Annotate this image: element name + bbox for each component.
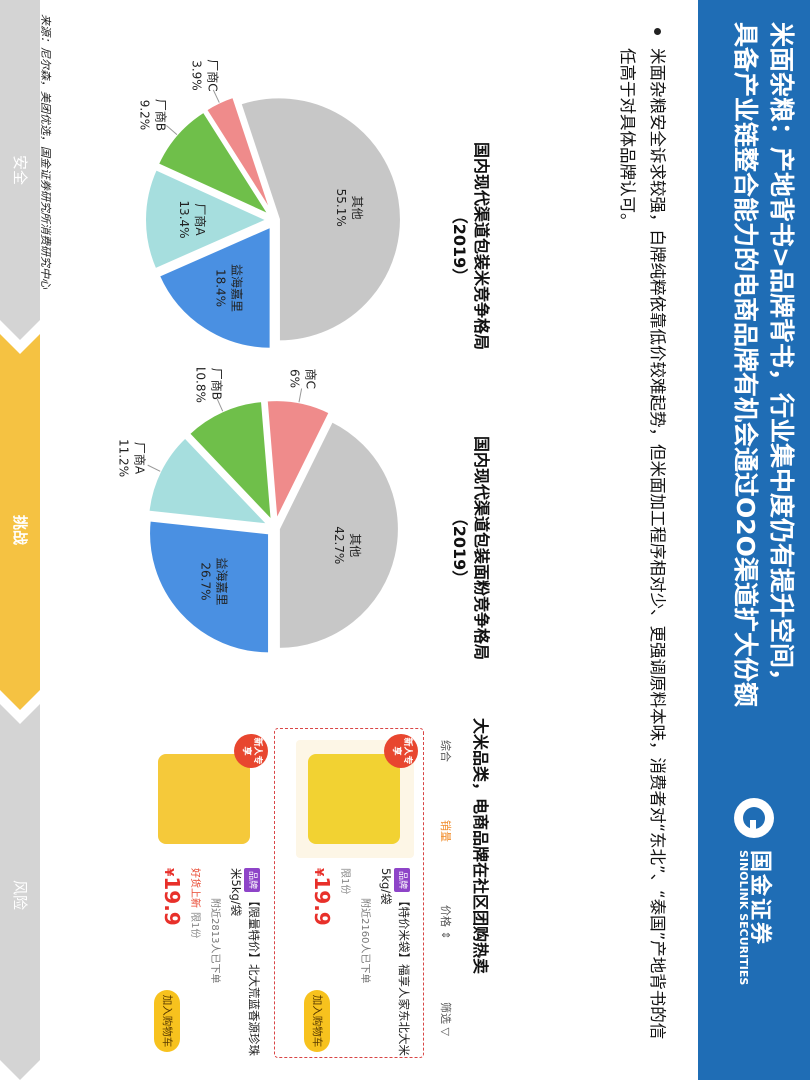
slice-value-4: 55.1% bbox=[334, 189, 348, 227]
product-card[interactable]: 新人专享 品牌【特价米袋】福享人家东北大米5kg/袋 附近2160人已下单 限1… bbox=[286, 734, 418, 1058]
product-name-text: 【特价米袋】福享人家东北大米5kg/袋 bbox=[379, 868, 411, 1057]
orders-count: 附近2813人已下单 bbox=[209, 898, 220, 984]
product-panel-title: 大米品类，电商品牌在社区团购热卖 bbox=[471, 718, 490, 975]
slice-value-1: 13.4% bbox=[177, 200, 191, 238]
slice-label-3: 厂商C bbox=[304, 368, 319, 389]
bullet-point: 米面杂粮安全诉求较强，白牌纯粹依靠低价较难起势，但米面加工程序相对少、更强调原料… bbox=[612, 28, 672, 1048]
slice-value-0: 26.7% bbox=[198, 562, 212, 600]
nav-chevron-challenge bbox=[0, 334, 40, 710]
new-user-badge: 新人专享 bbox=[234, 734, 268, 768]
nav-chevron-risk bbox=[0, 704, 40, 1080]
leader-line-3 bbox=[298, 388, 303, 403]
slide-title-line1: 米面杂粮：产地背书>品牌背书，行业集中度仍有提升空间， bbox=[767, 22, 796, 693]
rice-chart-title-line1: 国内现代渠道包装米竞争格局 bbox=[472, 141, 491, 350]
leader-line-3 bbox=[212, 89, 220, 103]
pie-slice-1 bbox=[147, 436, 271, 526]
product-thumbnail[interactable]: 新人专享 bbox=[146, 734, 268, 858]
product-thumbnail[interactable]: 新人专享 bbox=[296, 734, 418, 858]
price-value: 19.9 bbox=[160, 876, 184, 926]
slice-value-4: 42.7% bbox=[332, 526, 346, 564]
brand-tag: 品牌 bbox=[394, 868, 410, 893]
slice-value-1: 11.2% bbox=[116, 439, 130, 477]
slice-label-1: 厂商A bbox=[132, 442, 147, 475]
slice-value-2: 10.8% bbox=[193, 368, 207, 403]
rice-chart-title: 国内现代渠道包装米竞争格局 （2019） bbox=[448, 76, 492, 416]
brand-tag: 品牌 bbox=[244, 868, 260, 893]
pie-slice-4 bbox=[239, 96, 402, 343]
slice-value-3: 8.6% bbox=[288, 368, 302, 388]
slide-title-line2: 具备产业链整合能力的电商品牌有机会通过O2O渠道扩大份额 bbox=[731, 22, 760, 707]
new-user-badge: 新人专享 bbox=[384, 734, 418, 768]
rice-bag-image bbox=[158, 754, 250, 844]
flour-chart-title-line2: （2019） bbox=[450, 509, 469, 587]
leader-line-2 bbox=[166, 125, 178, 136]
product-name[interactable]: 品牌【特价米袋】福享人家东北大米5kg/袋 bbox=[378, 868, 412, 1058]
leader-line-1 bbox=[147, 464, 161, 472]
purchase-limit: 限1份 bbox=[339, 868, 350, 895]
orders-count: 附近2160人已下单 bbox=[359, 898, 370, 984]
slice-label-0: 益海嘉里 bbox=[230, 264, 245, 312]
add-to-cart-button[interactable]: 加入购物车 bbox=[304, 990, 330, 1052]
logo-english-name: SINOLINK SECURITIES bbox=[737, 850, 750, 986]
rice-bag-image bbox=[308, 754, 400, 844]
slice-label-2: 厂商B bbox=[209, 368, 224, 400]
flour-chart-title-line1: 国内现代渠道包装面粉竞争格局 bbox=[472, 435, 491, 660]
purchase-limit: 好货上新限1份 bbox=[189, 868, 200, 939]
slice-label-2: 厂商B bbox=[153, 99, 168, 131]
sinolink-logo-icon bbox=[734, 798, 774, 838]
tab-overall[interactable]: 综合 bbox=[439, 740, 452, 762]
nav-item-risk[interactable]: 风险 bbox=[11, 879, 29, 910]
nav-item-challenge[interactable]: 挑战 bbox=[11, 514, 29, 545]
slice-value-2: 9.2% bbox=[137, 100, 151, 131]
pie-slice-0 bbox=[148, 519, 271, 655]
slice-label-4: 其他 bbox=[348, 533, 362, 557]
slice-value-0: 18.4% bbox=[214, 269, 228, 307]
section-nav: 安全 挑战 风险 bbox=[0, 0, 40, 1080]
new-arrival-tag: 好货上新 bbox=[189, 868, 200, 908]
pie-slice-3 bbox=[265, 399, 331, 524]
tab-price[interactable]: 价格 ⇕ bbox=[439, 905, 452, 940]
tab-sales[interactable]: 销量 bbox=[439, 820, 452, 842]
slice-value-3: 3.9% bbox=[189, 60, 203, 91]
nav-item-safety[interactable]: 安全 bbox=[11, 154, 29, 185]
slice-label-0: 益海嘉里 bbox=[214, 557, 229, 605]
leader-line-2 bbox=[216, 398, 224, 412]
pie-slice-2 bbox=[187, 400, 273, 524]
product-name-text: 【限量特价】北大荒蓝香源珍珠米5kg/袋 bbox=[229, 868, 261, 1057]
header-banner: 米面杂粮：产地背书>品牌背书，行业集中度仍有提升空间， 具备产业链整合能力的电商… bbox=[698, 0, 810, 1080]
flour-chart-title: 国内现代渠道包装面粉竞争格局 （2019） bbox=[448, 398, 492, 698]
product-price: ¥19.9 bbox=[160, 868, 184, 926]
tab-filter[interactable]: 筛选 ▽ bbox=[439, 1002, 452, 1036]
rice-chart-title-line2: （2019） bbox=[450, 207, 469, 285]
bullet-dot-icon bbox=[654, 28, 661, 35]
bullet-text: 米面杂粮安全诉求较强，白牌纯粹依靠低价较难起势，但米面加工程序相对少、更强调原料… bbox=[618, 48, 667, 1040]
product-name[interactable]: 品牌【限量特价】北大荒蓝香源珍珠米5kg/袋 bbox=[228, 868, 262, 1058]
add-to-cart-button[interactable]: 加入购物车 bbox=[154, 990, 180, 1052]
pie-slice-0 bbox=[157, 225, 272, 350]
nav-chevron-safety bbox=[0, 0, 40, 340]
slice-label-3: 厂商C bbox=[205, 59, 220, 91]
product-price: ¥19.9 bbox=[310, 868, 334, 926]
price-value: 19.9 bbox=[310, 876, 334, 926]
product-sort-tabs: 综合 销量 价格 ⇕ 筛选 ▽ bbox=[432, 740, 454, 1060]
pie-slice-4 bbox=[277, 419, 400, 650]
slice-label-4: 其他 bbox=[350, 196, 364, 220]
product-card[interactable]: 新人专享 品牌【限量特价】北大荒蓝香源珍珠米5kg/袋 附近2813人已下单 好… bbox=[136, 734, 268, 1058]
logo-chinese-name: 国金证券 bbox=[747, 850, 772, 947]
source-note: 来源：尼尔森，美团优选，国金证券研究所消费研究中心 bbox=[39, 14, 52, 289]
sinolink-logo: 国金证券 SINOLINK SECURITIES bbox=[728, 796, 780, 1056]
nav-chevrons bbox=[0, 0, 40, 1080]
slice-label-1: 厂商A bbox=[193, 203, 208, 236]
pie-slice-1 bbox=[144, 168, 270, 271]
